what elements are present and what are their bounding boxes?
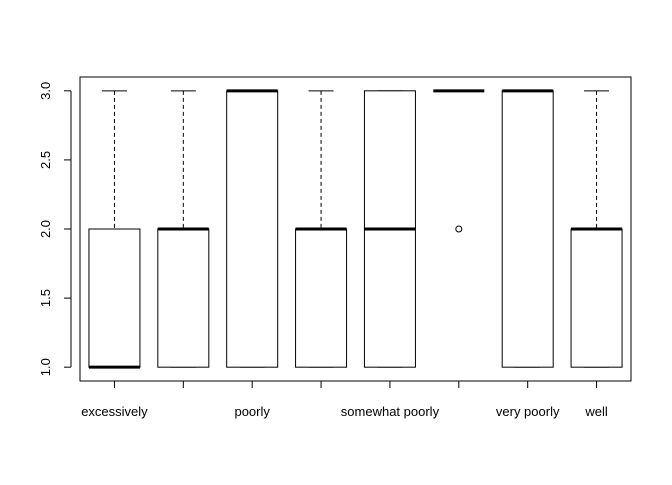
box-body [570, 228, 623, 368]
box-7 [501, 89, 554, 368]
box-8 [570, 90, 623, 368]
box-body [157, 228, 210, 368]
y-tick-label: 1.0 [38, 358, 53, 376]
x-tick-label: poorly [234, 404, 270, 419]
box-2 [157, 90, 210, 368]
x-tick-label: excessively [81, 404, 148, 419]
y-tick-label: 3.0 [38, 82, 53, 100]
y-tick-label: 2.0 [38, 220, 53, 238]
x-axis: excessively poorly somewhat poorly very poo… [81, 380, 608, 419]
x-tick-label: somewhat poorly [341, 404, 440, 419]
box-4 [295, 90, 348, 368]
box-6 [433, 89, 485, 233]
x-tick-label: well [584, 404, 608, 419]
boxes-group [88, 89, 623, 369]
box-1 [88, 90, 141, 369]
outlier-point [455, 225, 463, 233]
box-5 [363, 90, 416, 368]
x-tick-label: very poorly [496, 404, 560, 419]
y-axis: 1.0 1.5 2.0 2.5 3.0 [38, 82, 72, 376]
box-body [501, 90, 554, 368]
box-body [88, 228, 141, 368]
y-tick-label: 1.5 [38, 289, 53, 307]
box-body [226, 90, 279, 368]
box-body [295, 228, 348, 368]
y-tick-label: 2.5 [38, 151, 53, 169]
box-3 [226, 89, 279, 368]
